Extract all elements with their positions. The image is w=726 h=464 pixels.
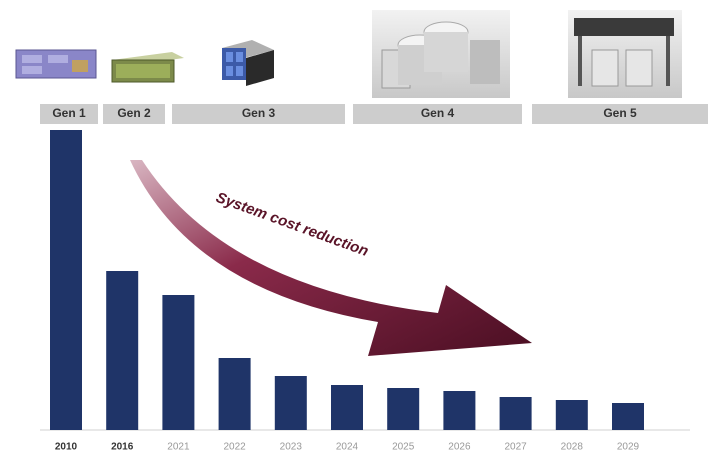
bar — [555, 400, 588, 430]
bar — [162, 295, 195, 430]
gen3-image — [222, 40, 274, 86]
bar — [331, 385, 363, 430]
x-tick-label: 2010 — [55, 442, 78, 453]
x-tick-label: 2024 — [336, 442, 359, 453]
gen-box — [103, 104, 165, 124]
x-tick-label: 2028 — [561, 442, 584, 453]
gen-label: Gen 1 — [52, 106, 86, 120]
gen-box — [353, 104, 522, 124]
x-tick-label: 2025 — [392, 442, 415, 453]
gen-box — [172, 104, 345, 124]
x-tick-label: 2027 — [504, 442, 527, 453]
bar — [106, 271, 139, 430]
bar — [443, 391, 476, 430]
gen-box — [532, 104, 708, 124]
gen5-image — [568, 10, 682, 98]
x-tick-label: 2026 — [448, 442, 471, 453]
bar — [387, 388, 420, 430]
gen-label: Gen 5 — [603, 106, 637, 120]
bar — [274, 376, 307, 430]
bar — [499, 397, 532, 430]
annotation: System cost reduction — [214, 189, 371, 260]
x-tick-label: 2022 — [223, 442, 246, 453]
gen2-image — [111, 52, 184, 83]
gen-box — [40, 104, 98, 124]
x-tick-label: 2029 — [617, 442, 640, 453]
bar — [218, 358, 251, 430]
x-tick-label: 2021 — [167, 442, 190, 453]
x-tick-label: 2023 — [280, 442, 303, 453]
bar — [50, 130, 82, 430]
x-tick-label: 2016 — [111, 442, 134, 453]
gen-label: Gen 3 — [242, 106, 276, 120]
gen1-image — [15, 49, 97, 79]
gen-label: Gen 2 — [117, 106, 151, 120]
bar — [612, 403, 644, 430]
cost-arrow — [130, 160, 532, 356]
gen-label: Gen 4 — [421, 106, 455, 120]
gen4-image — [372, 10, 510, 98]
